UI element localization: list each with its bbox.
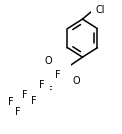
Text: F: F (15, 107, 20, 117)
Text: O: O (44, 56, 52, 66)
Text: O: O (72, 76, 80, 86)
Text: F: F (47, 86, 53, 96)
Text: F: F (39, 80, 45, 90)
Text: F: F (8, 97, 14, 107)
Text: S: S (60, 66, 66, 76)
Text: F: F (22, 90, 27, 100)
Text: F: F (31, 96, 37, 106)
Text: Cl: Cl (96, 5, 105, 15)
Text: F: F (55, 70, 61, 80)
